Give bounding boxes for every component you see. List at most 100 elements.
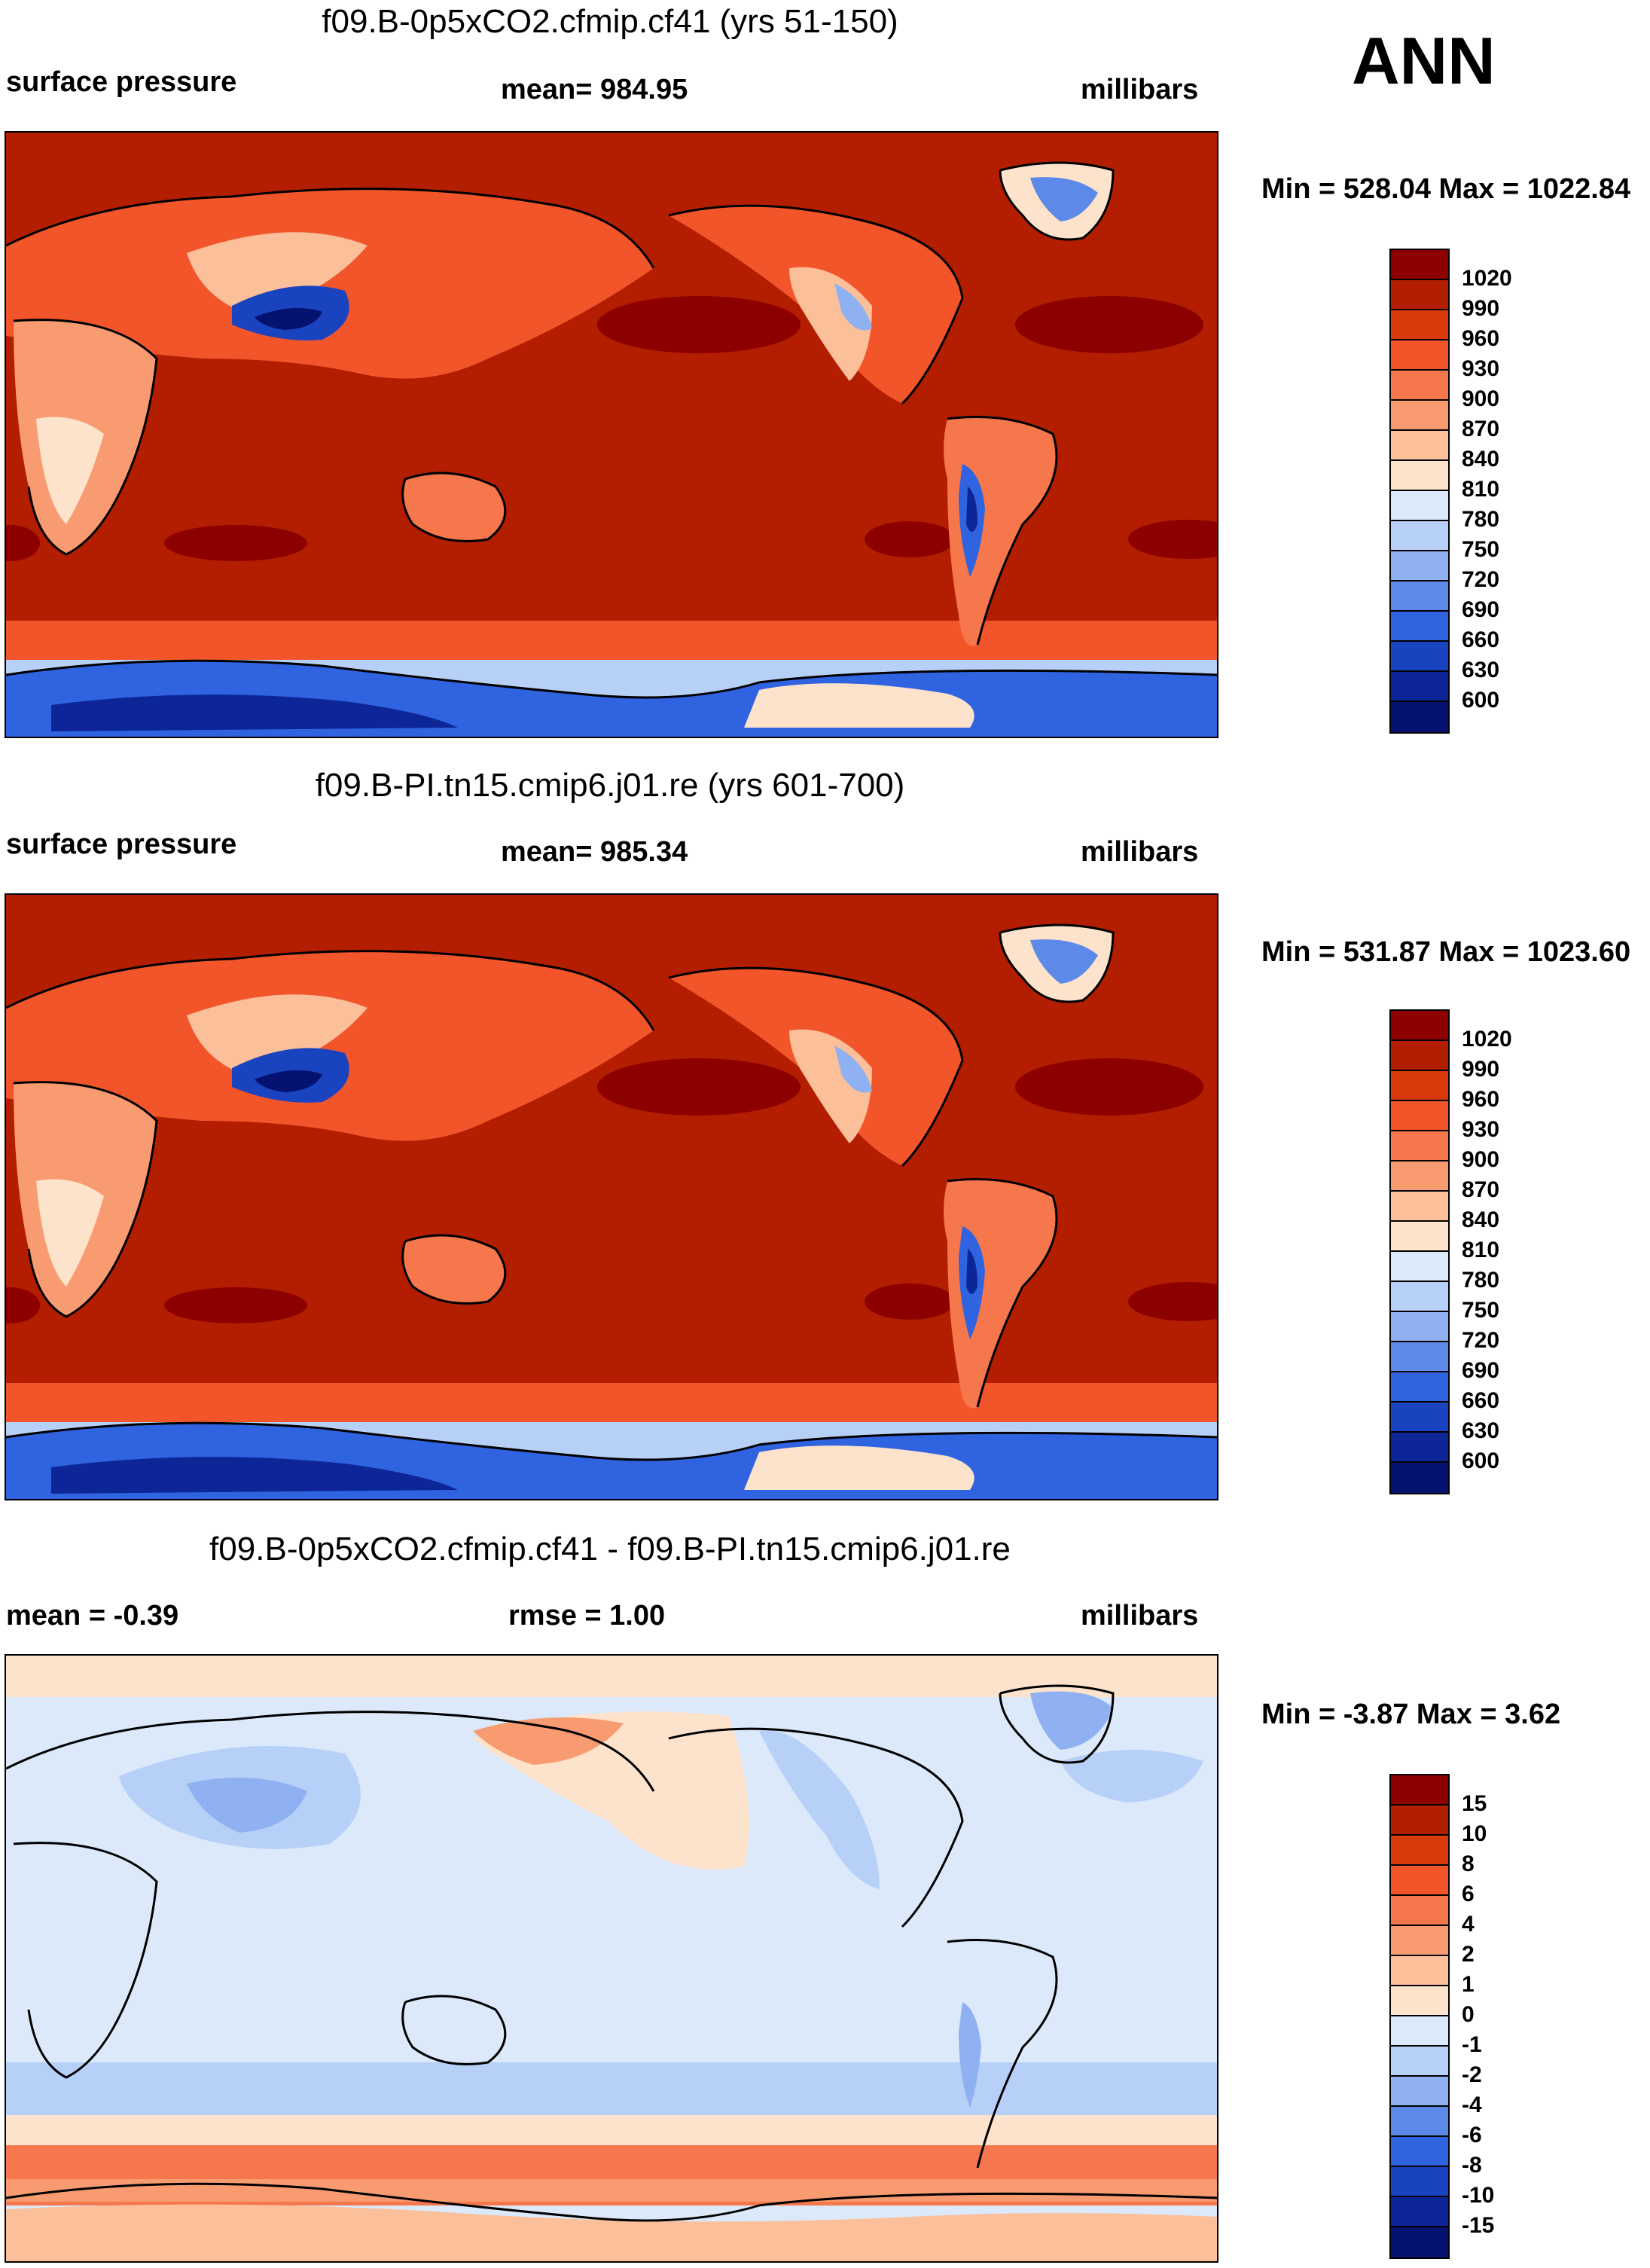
season-label: ANN [1352, 23, 1496, 98]
colorbar-tick-label: 780 [1462, 507, 1500, 532]
panel2-variable-label: surface pressure [6, 829, 237, 860]
colorbar-swatch [1391, 2107, 1448, 2137]
panel1-colorbar-swatches [1389, 249, 1450, 734]
colorbar-tick-label: 15 [1462, 1791, 1487, 1816]
colorbar-swatch [1391, 581, 1448, 612]
colorbar-swatch [1391, 250, 1448, 280]
colorbar-swatch [1391, 2227, 1448, 2257]
colorbar-swatch [1391, 1836, 1448, 1866]
colorbar-tick-label: 720 [1462, 567, 1500, 592]
colorbar-swatch [1391, 1926, 1448, 1956]
colorbar-tick-label: 1020 [1462, 266, 1512, 291]
colorbar-tick-label: 4 [1462, 1912, 1475, 1937]
colorbar-tick-label: 990 [1462, 1057, 1500, 1082]
colorbar-swatch [1391, 1041, 1448, 1071]
panel1-minmax: Min = 528.04 Max = 1022.84 [1261, 173, 1631, 205]
colorbar-tick-label: 870 [1462, 1177, 1500, 1202]
colorbar-tick-label: 930 [1462, 1117, 1500, 1142]
colorbar-tick-label: 810 [1462, 477, 1500, 502]
panel3-title: f09.B-0p5xCO2.cfmip.cf41 - f09.B-PI.tn15… [209, 1531, 1011, 1567]
panel2-mean-label: mean= 985.34 [501, 836, 688, 868]
panel1-mean-label: mean= 984.95 [501, 74, 688, 105]
colorbar-swatch [1391, 2016, 1448, 2047]
panel3-rmse-label: rmse = 1.00 [508, 1600, 666, 1632]
colorbar-tick-label: 750 [1462, 1298, 1500, 1323]
colorbar-swatch [1391, 1463, 1448, 1493]
colorbar-swatch [1391, 1986, 1448, 2016]
colorbar-tick-label: 600 [1462, 1448, 1500, 1473]
colorbar-tick-label: 0 [1462, 2002, 1475, 2027]
colorbar-swatch [1391, 2077, 1448, 2107]
colorbar-swatch [1391, 310, 1448, 340]
colorbar-tick-label: 600 [1462, 688, 1500, 713]
colorbar-swatch [1391, 1896, 1448, 1926]
colorbar-swatch [1391, 1101, 1448, 1131]
colorbar-tick-label: 900 [1462, 386, 1500, 411]
colorbar-tick-label: -15 [1462, 2213, 1495, 2238]
colorbar-swatch [1391, 2137, 1448, 2167]
colorbar-swatch [1391, 1071, 1448, 1101]
colorbar-swatch [1391, 1342, 1448, 1372]
colorbar-tick-label: 630 [1462, 1418, 1500, 1443]
panel2-map [5, 893, 1218, 1500]
colorbar-swatch [1391, 431, 1448, 461]
colorbar-tick-label: 900 [1462, 1147, 1500, 1172]
colorbar-swatch [1391, 1372, 1448, 1403]
panel3-minmax: Min = -3.87 Max = 3.62 [1261, 1699, 1561, 1730]
colorbar-swatch [1391, 1252, 1448, 1282]
colorbar-tick-label: -2 [1462, 2062, 1482, 2087]
colorbar-swatch [1391, 1282, 1448, 1312]
colorbar-swatch [1391, 1433, 1448, 1463]
panel1-title: f09.B-0p5xCO2.cfmip.cf41 (yrs 51-150) [322, 3, 898, 40]
colorbar-tick-label: 930 [1462, 356, 1500, 381]
colorbar-swatch [1391, 551, 1448, 581]
colorbar-tick-label: 810 [1462, 1238, 1500, 1262]
colorbar-swatch [1391, 461, 1448, 491]
colorbar-swatch [1391, 1222, 1448, 1252]
colorbar-tick-label: 870 [1462, 417, 1500, 441]
panel2-title: f09.B-PI.tn15.cmip6.j01.re (yrs 601-700) [315, 767, 905, 804]
colorbar-swatch [1391, 1403, 1448, 1433]
panel2-units-label: millibars [1081, 836, 1199, 868]
colorbar-tick-label: -10 [1462, 2183, 1495, 2208]
colorbar-swatch [1391, 612, 1448, 642]
colorbar-tick-label: 1 [1462, 1972, 1475, 1997]
panel2-colorbar-swatches [1389, 1009, 1450, 1494]
colorbar-swatch [1391, 1806, 1448, 1836]
colorbar-swatch [1391, 1131, 1448, 1161]
colorbar-swatch [1391, 2167, 1448, 2197]
colorbar-tick-label: 840 [1462, 1207, 1500, 1232]
panel3-colorbar: 15 10 8 6 4 2 1 0 -1 -2 -4 -6 -8 -10 -15 [1389, 1774, 1494, 2259]
panel3-colorbar-swatches [1389, 1774, 1450, 2259]
panel1-variable-label: surface pressure [6, 66, 237, 98]
colorbar-swatch [1391, 491, 1448, 521]
panel3-map [5, 1654, 1218, 2263]
panel1-units-label: millibars [1081, 74, 1199, 105]
colorbar-tick-label: 2 [1462, 1942, 1475, 1967]
colorbar-tick-label: 750 [1462, 537, 1500, 562]
colorbar-swatch [1391, 401, 1448, 431]
colorbar-swatch [1391, 521, 1448, 551]
colorbar-tick-label: 720 [1462, 1328, 1500, 1353]
panel1-map [5, 131, 1218, 738]
colorbar-swatch [1391, 1312, 1448, 1342]
colorbar-swatch [1391, 1011, 1448, 1041]
colorbar-swatch [1391, 1866, 1448, 1896]
panel3-mean-label: mean = -0.39 [6, 1600, 179, 1632]
colorbar-swatch [1391, 672, 1448, 702]
colorbar-swatch [1391, 702, 1448, 732]
panel1-colorbar: 1020 990 960 930 900 870 840 810 780 750 720 690 660… [1389, 249, 1512, 734]
colorbar-tick-label: 630 [1462, 658, 1500, 682]
colorbar-tick-label: 660 [1462, 1388, 1500, 1413]
colorbar-swatch [1391, 2047, 1448, 2077]
colorbar-tick-label: 960 [1462, 1087, 1500, 1112]
colorbar-tick-label: 840 [1462, 447, 1500, 472]
panel2-colorbar: 1020 990 960 930 900 870 840 810 780 750 720 690 660… [1389, 1009, 1512, 1494]
colorbar-swatch [1391, 642, 1448, 672]
colorbar-tick-label: 10 [1462, 1821, 1487, 1846]
colorbar-tick-label: 690 [1462, 1358, 1500, 1383]
colorbar-tick-label: -8 [1462, 2153, 1482, 2178]
colorbar-swatch [1391, 340, 1448, 371]
colorbar-tick-label: -1 [1462, 2032, 1482, 2057]
colorbar-swatch [1391, 1775, 1448, 1806]
